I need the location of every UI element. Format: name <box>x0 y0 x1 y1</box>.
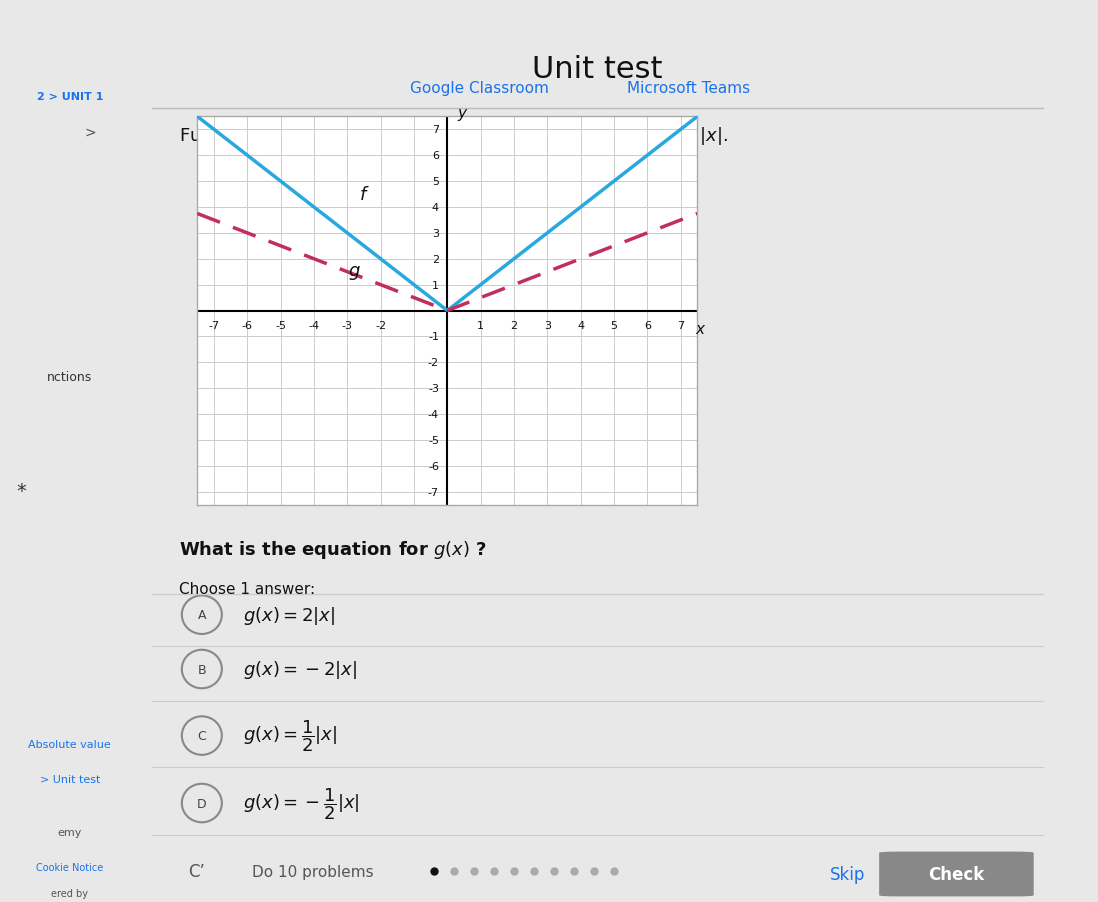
Text: -3: -3 <box>341 320 352 330</box>
Text: >: > <box>85 125 97 139</box>
Text: D: D <box>197 796 206 810</box>
Text: 7: 7 <box>432 125 439 135</box>
Text: -5: -5 <box>276 320 287 330</box>
Text: C’: C’ <box>188 862 205 880</box>
Text: -6: -6 <box>428 461 439 472</box>
Text: -1: -1 <box>428 332 439 342</box>
Text: 5: 5 <box>432 177 439 187</box>
Text: emy: emy <box>57 827 82 837</box>
Text: ered by: ered by <box>977 852 1024 865</box>
Text: Do 10 problems: Do 10 problems <box>251 864 373 879</box>
Text: > Unit test: > Unit test <box>40 775 100 785</box>
Text: Skip: Skip <box>830 865 865 883</box>
Text: $g(x)=2|x|$: $g(x)=2|x|$ <box>243 604 335 626</box>
Text: Unit test: Unit test <box>533 55 662 84</box>
Text: *: * <box>16 482 26 501</box>
Text: 2: 2 <box>511 320 517 330</box>
Text: 3: 3 <box>432 228 439 239</box>
Text: What is the equation for $g(x)$ ?: What is the equation for $g(x)$ ? <box>179 538 488 561</box>
Text: -7: -7 <box>209 320 220 330</box>
Text: $g(x)=-\dfrac{1}{2}|x|$: $g(x)=-\dfrac{1}{2}|x|$ <box>243 786 359 821</box>
Text: ered by: ered by <box>52 888 88 898</box>
Text: 5: 5 <box>610 320 617 330</box>
Text: $f$: $f$ <box>359 186 369 204</box>
Text: -2: -2 <box>376 320 386 330</box>
Text: 4: 4 <box>578 320 584 330</box>
Text: -6: -6 <box>242 320 253 330</box>
Text: $g(x)=-2|x|$: $g(x)=-2|x|$ <box>243 658 357 680</box>
Text: $g(x)=\dfrac{1}{2}|x|$: $g(x)=\dfrac{1}{2}|x|$ <box>243 718 337 753</box>
Text: Google Classroom: Google Classroom <box>410 81 549 97</box>
Text: nctions: nctions <box>47 371 92 383</box>
Text: 7: 7 <box>677 320 684 330</box>
Text: Cookie Notice: Cookie Notice <box>36 862 103 872</box>
Text: 2 > UNIT 1: 2 > UNIT 1 <box>36 92 103 102</box>
Text: 6: 6 <box>432 151 439 161</box>
Text: Choose 1 answer:: Choose 1 answer: <box>179 582 315 597</box>
Text: Function $g$ can be thought of as a scaled version of $f(x)=|x|$.: Function $g$ can be thought of as a scal… <box>179 125 728 147</box>
Text: A: A <box>198 609 206 621</box>
Text: 6: 6 <box>643 320 651 330</box>
Text: -2: -2 <box>428 358 439 368</box>
Text: 1: 1 <box>432 281 439 290</box>
Text: -5: -5 <box>428 436 439 446</box>
Text: Microsoft Teams: Microsoft Teams <box>627 81 750 97</box>
Text: $g$: $g$ <box>348 263 360 281</box>
Text: -7: -7 <box>428 487 439 497</box>
Text: Check: Check <box>928 865 985 883</box>
Text: 1: 1 <box>478 320 484 330</box>
Text: Absolute value: Absolute value <box>29 740 111 750</box>
Text: -4: -4 <box>428 410 439 419</box>
Text: -4: -4 <box>309 320 320 330</box>
Text: smos: smos <box>985 883 1024 897</box>
Text: 4: 4 <box>432 203 439 213</box>
Text: 2: 2 <box>432 254 439 264</box>
Text: C: C <box>198 730 206 742</box>
Text: $y$: $y$ <box>457 106 469 123</box>
Text: $x$: $x$ <box>695 321 706 336</box>
Text: 3: 3 <box>544 320 551 330</box>
Text: -3: -3 <box>428 383 439 394</box>
FancyBboxPatch shape <box>879 851 1033 897</box>
Text: B: B <box>198 663 206 676</box>
